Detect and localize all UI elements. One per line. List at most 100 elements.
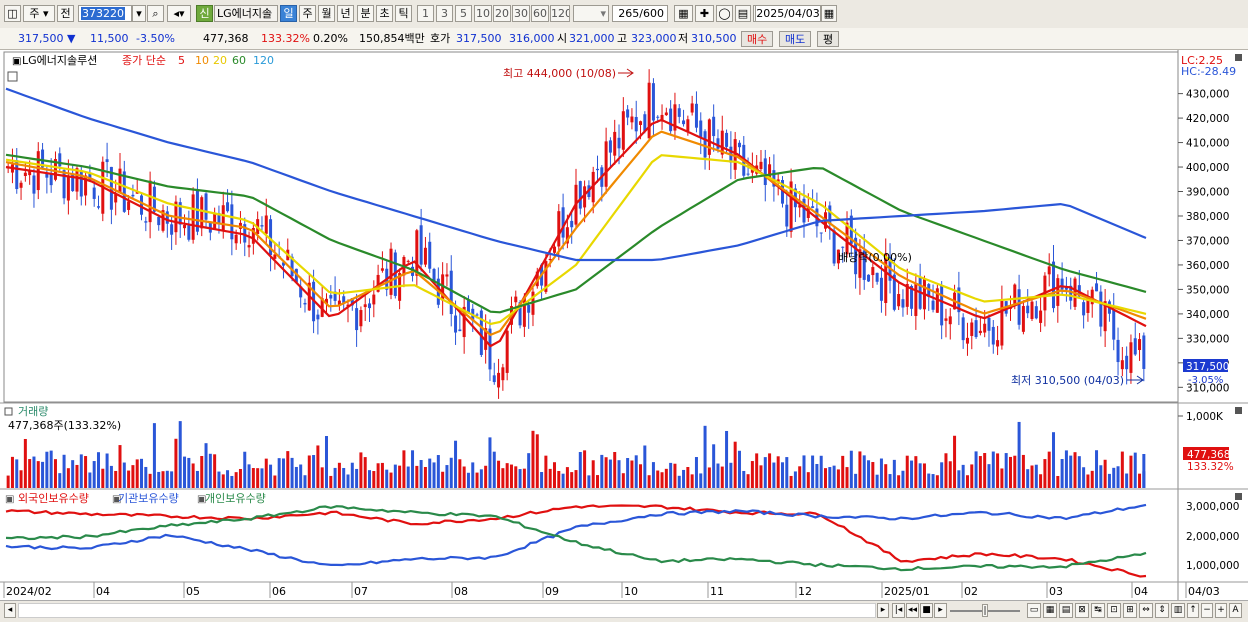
volume-bar xyxy=(639,464,643,488)
volume-bar xyxy=(28,459,32,488)
ma120-line xyxy=(5,87,1147,262)
candle-body xyxy=(836,249,840,264)
minute-5-button[interactable]: 5 xyxy=(455,5,472,22)
tool-icon-2[interactable]: ▦ xyxy=(1043,603,1057,618)
volume-bar xyxy=(251,468,255,488)
volume-bar xyxy=(118,445,122,488)
minute-30-button[interactable]: 30 xyxy=(512,5,530,22)
minute-custom-select[interactable]: ▾ xyxy=(573,5,609,22)
tool-icon-8[interactable]: ⇔ xyxy=(1139,603,1153,618)
font-size-icon[interactable]: A xyxy=(1229,603,1242,618)
candle-body xyxy=(131,194,135,197)
period-second-button[interactable]: 초 xyxy=(376,5,393,22)
volume-bar xyxy=(208,453,212,488)
candle-body xyxy=(867,274,871,282)
sell-button[interactable]: 매도 xyxy=(779,31,812,47)
sound-icon[interactable]: ◂▾ xyxy=(167,5,191,22)
candle-body xyxy=(204,193,208,220)
hc-label: HC:-28.49 xyxy=(1181,65,1236,78)
rewind-icon[interactable]: ◂◂ xyxy=(906,603,919,618)
scroll-left-icon[interactable]: ◂ xyxy=(4,603,16,618)
volume-bar xyxy=(152,423,156,488)
chart-type-icon[interactable]: ▦ xyxy=(674,5,693,22)
scroll-up-icon[interactable]: ↑ xyxy=(1187,603,1199,618)
period-year-button[interactable]: 년 xyxy=(337,5,354,22)
period-week-button[interactable]: 주 xyxy=(299,5,316,22)
zoom-in-icon[interactable]: + xyxy=(1215,603,1227,618)
candle-body xyxy=(690,103,694,113)
chart-area[interactable]: 430,000 420,000 410,000 400,000 390,000 380,0… xyxy=(0,50,1248,600)
save-icon[interactable]: ▤ xyxy=(735,5,751,22)
tool-icon-10[interactable]: ▥ xyxy=(1171,603,1185,618)
minute-60-button[interactable]: 60 xyxy=(531,5,549,22)
candle-body xyxy=(200,197,204,229)
volume-bar xyxy=(1047,451,1051,488)
count-input[interactable]: 265/600 xyxy=(612,5,668,22)
date-input[interactable]: 2025/04/03 xyxy=(755,5,821,22)
zoom-out-icon[interactable]: − xyxy=(1201,603,1213,618)
crosshair-icon[interactable]: ◯ xyxy=(716,5,733,22)
play-icon[interactable]: ▸ xyxy=(934,603,947,618)
zoom-handle-icon[interactable]: | xyxy=(982,604,988,617)
minute-20-button[interactable]: 20 xyxy=(493,5,511,22)
period-minute-button[interactable]: 분 xyxy=(357,5,374,22)
eval-button[interactable]: 평 xyxy=(817,31,840,47)
tool-icon-1[interactable]: ▭ xyxy=(1027,603,1041,618)
volume-bar xyxy=(858,451,862,488)
stock-code-input[interactable]: 373220 xyxy=(78,5,132,22)
minute-1-button[interactable]: 1 xyxy=(417,5,434,22)
x-axis-label: 02 xyxy=(964,585,978,598)
first-icon[interactable]: |◂ xyxy=(892,603,905,618)
minute-120-button[interactable]: 120 xyxy=(550,5,570,22)
minute-10-button[interactable]: 10 xyxy=(474,5,492,22)
buy-button[interactable]: 매수 xyxy=(741,31,774,47)
scroll-right-icon[interactable]: ▸ xyxy=(877,603,889,618)
tool-icon-6[interactable]: ⊡ xyxy=(1107,603,1121,618)
volume-bar xyxy=(828,467,832,488)
volume-bar xyxy=(342,467,346,488)
volume-bar xyxy=(1069,455,1073,488)
volume-bar xyxy=(329,475,333,488)
candle-body xyxy=(1142,335,1146,369)
tool-icon-9[interactable]: ⇕ xyxy=(1155,603,1169,618)
candle-body xyxy=(140,195,144,215)
x-axis-label: 11 xyxy=(710,585,724,598)
stop-icon[interactable]: ■ xyxy=(920,603,933,618)
candle-body xyxy=(712,116,716,137)
candle-body xyxy=(1030,301,1034,319)
volume-bar xyxy=(10,456,14,488)
volume-bar xyxy=(144,466,148,488)
volume-bar xyxy=(316,445,320,488)
tool-icon-4[interactable]: ⊠ xyxy=(1075,603,1089,618)
legend-institution: 기관보유수량 xyxy=(118,492,179,505)
candle-body xyxy=(1017,289,1021,325)
horizontal-scrollbar[interactable] xyxy=(18,603,876,618)
volume-bar xyxy=(854,473,858,488)
period-month-button[interactable]: 월 xyxy=(318,5,335,22)
period-day-button[interactable]: 일 xyxy=(280,5,297,22)
candle-body xyxy=(944,318,948,321)
tool-icon-7[interactable]: ⊞ xyxy=(1123,603,1137,618)
volume-bar xyxy=(294,466,298,488)
new-badge: 신 xyxy=(196,5,213,22)
prev-button[interactable]: 전 xyxy=(57,5,74,22)
holdings-y-tick-2m: 2,000,000 xyxy=(1186,531,1239,543)
period-tick-button[interactable]: 틱 xyxy=(395,5,412,22)
tool-icon-5[interactable]: ↹ xyxy=(1091,603,1105,618)
search-icon[interactable]: ⌕ xyxy=(147,5,164,22)
ma20-line xyxy=(5,154,1147,326)
minute-3-button[interactable]: 3 xyxy=(436,5,453,22)
calendar-icon[interactable]: ▦ xyxy=(821,5,837,22)
market-select[interactable]: 주 ▾ xyxy=(23,5,55,22)
volume-bar xyxy=(32,456,36,488)
volume-bar xyxy=(574,470,578,488)
window-menu-icon[interactable]: ◫ xyxy=(4,5,21,22)
volume-bar xyxy=(423,466,427,488)
draw-tool-icon[interactable]: ✚ xyxy=(695,5,714,22)
price-chart[interactable]: 430,000 420,000 410,000 400,000 390,000 380,0… xyxy=(0,50,1248,600)
code-dropdown-icon[interactable]: ▾ xyxy=(132,5,146,22)
y-tick-label: 390,000 xyxy=(1186,187,1229,199)
volume-bar xyxy=(484,465,488,488)
tool-icon-3[interactable]: ▤ xyxy=(1059,603,1073,618)
volume-bar xyxy=(269,464,273,488)
